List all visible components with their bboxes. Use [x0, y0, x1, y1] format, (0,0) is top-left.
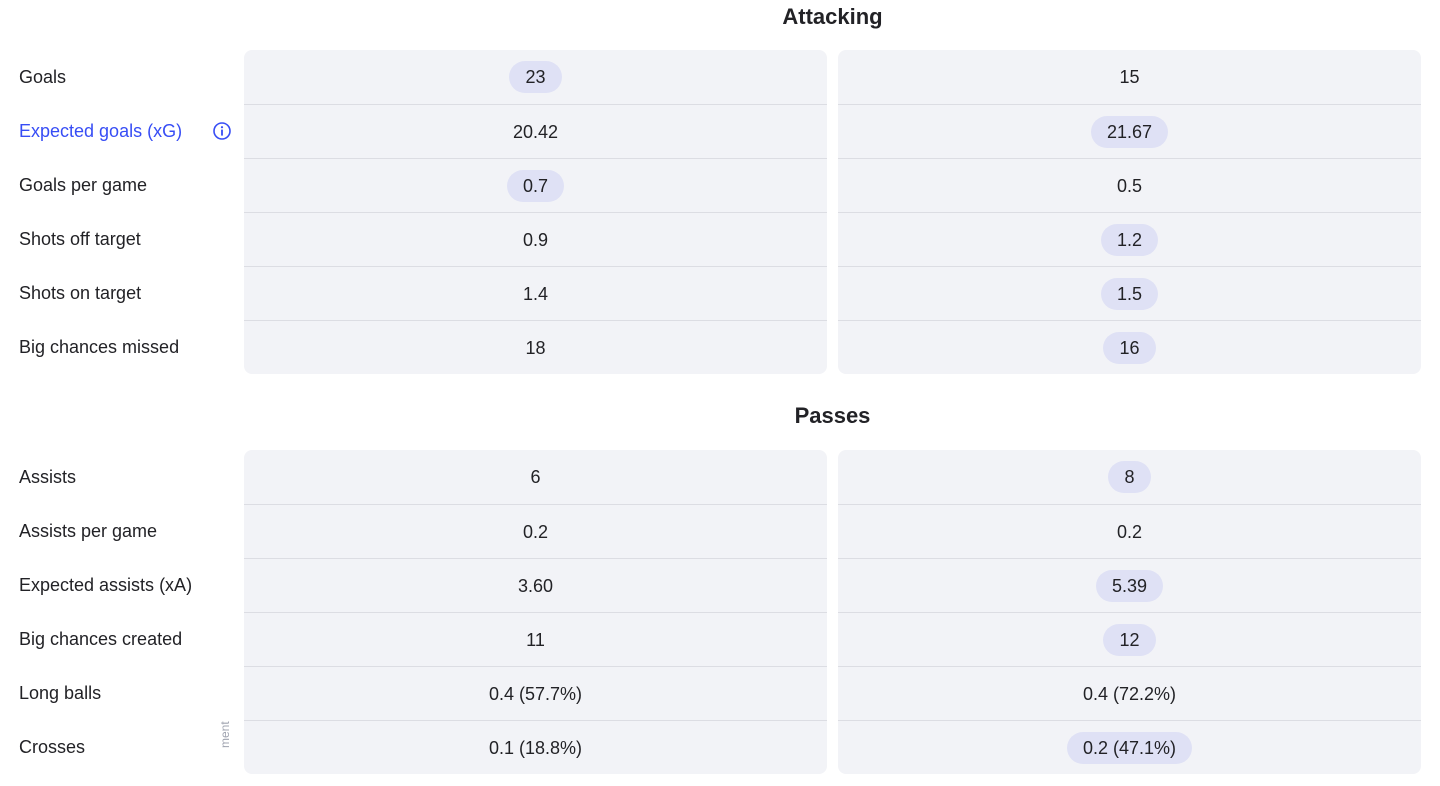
stat-value: 0.5 — [1116, 175, 1143, 196]
stat-value: 21.67 — [1090, 115, 1169, 148]
stat-value: 1.4 — [522, 283, 549, 304]
table-cell: 20.42 — [244, 104, 827, 158]
stat-value: 8 — [1108, 461, 1151, 493]
stat-value: 20.42 — [512, 121, 559, 142]
table-cell: 0.5 — [838, 158, 1421, 212]
stat-label-goals: Goals — [19, 66, 67, 87]
table-cell: 0.2 (47.1%) — [838, 720, 1421, 774]
stat-label-shots-off-target: Shots off target — [19, 228, 141, 249]
table-cell: 15 — [838, 50, 1421, 104]
table-cell: 5.39 — [838, 558, 1421, 612]
passes-labels: Assists Assists per game Expected assist… — [0, 450, 244, 774]
table-cell: 0.7 — [244, 158, 827, 212]
stat-value: 5.39 — [1095, 569, 1164, 602]
table-cell: 0.4 (72.2%) — [838, 666, 1421, 720]
stat-value: 0.2 — [1116, 521, 1143, 542]
table-cell: 0.2 — [838, 504, 1421, 558]
table-cell: 0.4 (57.7%) — [244, 666, 827, 720]
table-cell: 11 — [244, 612, 827, 666]
passes-right-column: 8 0.2 5.39 12 0.4 (72.2%) 0.2 (47.1%) — [838, 450, 1421, 774]
table-cell: 0.2 — [244, 504, 827, 558]
stat-value: 0.7 — [506, 169, 565, 202]
table-cell: 0.1 (18.8%) — [244, 720, 827, 774]
attacking-left-column: 23 20.42 0.7 0.9 1.4 18 — [244, 50, 827, 374]
stat-value: 1.5 — [1100, 277, 1159, 310]
table-cell: 21.67 — [838, 104, 1421, 158]
stat-value: 18 — [525, 337, 546, 358]
stat-label-expected-assists: Expected assists (xA) — [19, 574, 193, 595]
stat-label-assists: Assists — [19, 466, 77, 487]
stat-label-big-chances-created: Big chances created — [19, 628, 183, 649]
stat-label-shots-on-target: Shots on target — [19, 282, 142, 303]
stat-value: 0.1 (18.8%) — [488, 737, 583, 758]
stat-value: 0.4 (72.2%) — [1082, 683, 1177, 704]
stat-value: 6 — [530, 467, 541, 487]
vertical-side-text: ment — [218, 721, 232, 748]
table-cell: 1.2 — [838, 212, 1421, 266]
stat-value: 11 — [526, 629, 545, 650]
table-cell: 12 — [838, 612, 1421, 666]
stat-value: 3.60 — [517, 575, 554, 596]
stat-label-goals-per-game: Goals per game — [19, 174, 148, 195]
table-cell: 1.4 — [244, 266, 827, 320]
stat-value: 0.9 — [522, 229, 549, 250]
stat-label-expected-goals[interactable]: Expected goals (xG) — [0, 104, 244, 158]
stat-value: 23 — [509, 61, 562, 93]
stat-value: 0.2 — [522, 521, 549, 542]
stat-label-long-balls: Long balls — [19, 682, 102, 703]
info-icon[interactable] — [212, 121, 232, 141]
table-cell: 0.9 — [244, 212, 827, 266]
section-title-passes: Passes — [794, 403, 871, 428]
stat-label-assists-per-game: Assists per game — [19, 520, 158, 541]
attacking-right-column: 15 21.67 0.5 1.2 1.5 16 — [838, 50, 1421, 374]
passes-left-column: 6 0.2 3.60 11 0.4 (57.7%) 0.1 (18.8%) — [244, 450, 827, 774]
table-cell: 1.5 — [838, 266, 1421, 320]
table-cell: 18 — [244, 320, 827, 374]
stat-value: 12 — [1103, 623, 1156, 656]
stat-label-big-chances-missed: Big chances missed — [19, 336, 180, 357]
section-title-attacking: Attacking — [782, 4, 883, 29]
table-cell: 8 — [838, 450, 1421, 504]
table-cell: 3.60 — [244, 558, 827, 612]
stat-value: 0.2 (47.1%) — [1066, 731, 1193, 764]
attacking-labels: Goals Expected goals (xG) Goals per game… — [0, 50, 244, 374]
stat-value: 0.4 (57.7%) — [488, 683, 583, 704]
stat-value: 15 — [1119, 67, 1140, 87]
table-cell: 23 — [244, 50, 827, 104]
table-cell: 6 — [244, 450, 827, 504]
stat-label-crosses: Crosses — [19, 736, 86, 757]
stat-value: 16 — [1103, 331, 1156, 364]
stat-value: 1.2 — [1100, 223, 1159, 256]
table-cell: 16 — [838, 320, 1421, 374]
